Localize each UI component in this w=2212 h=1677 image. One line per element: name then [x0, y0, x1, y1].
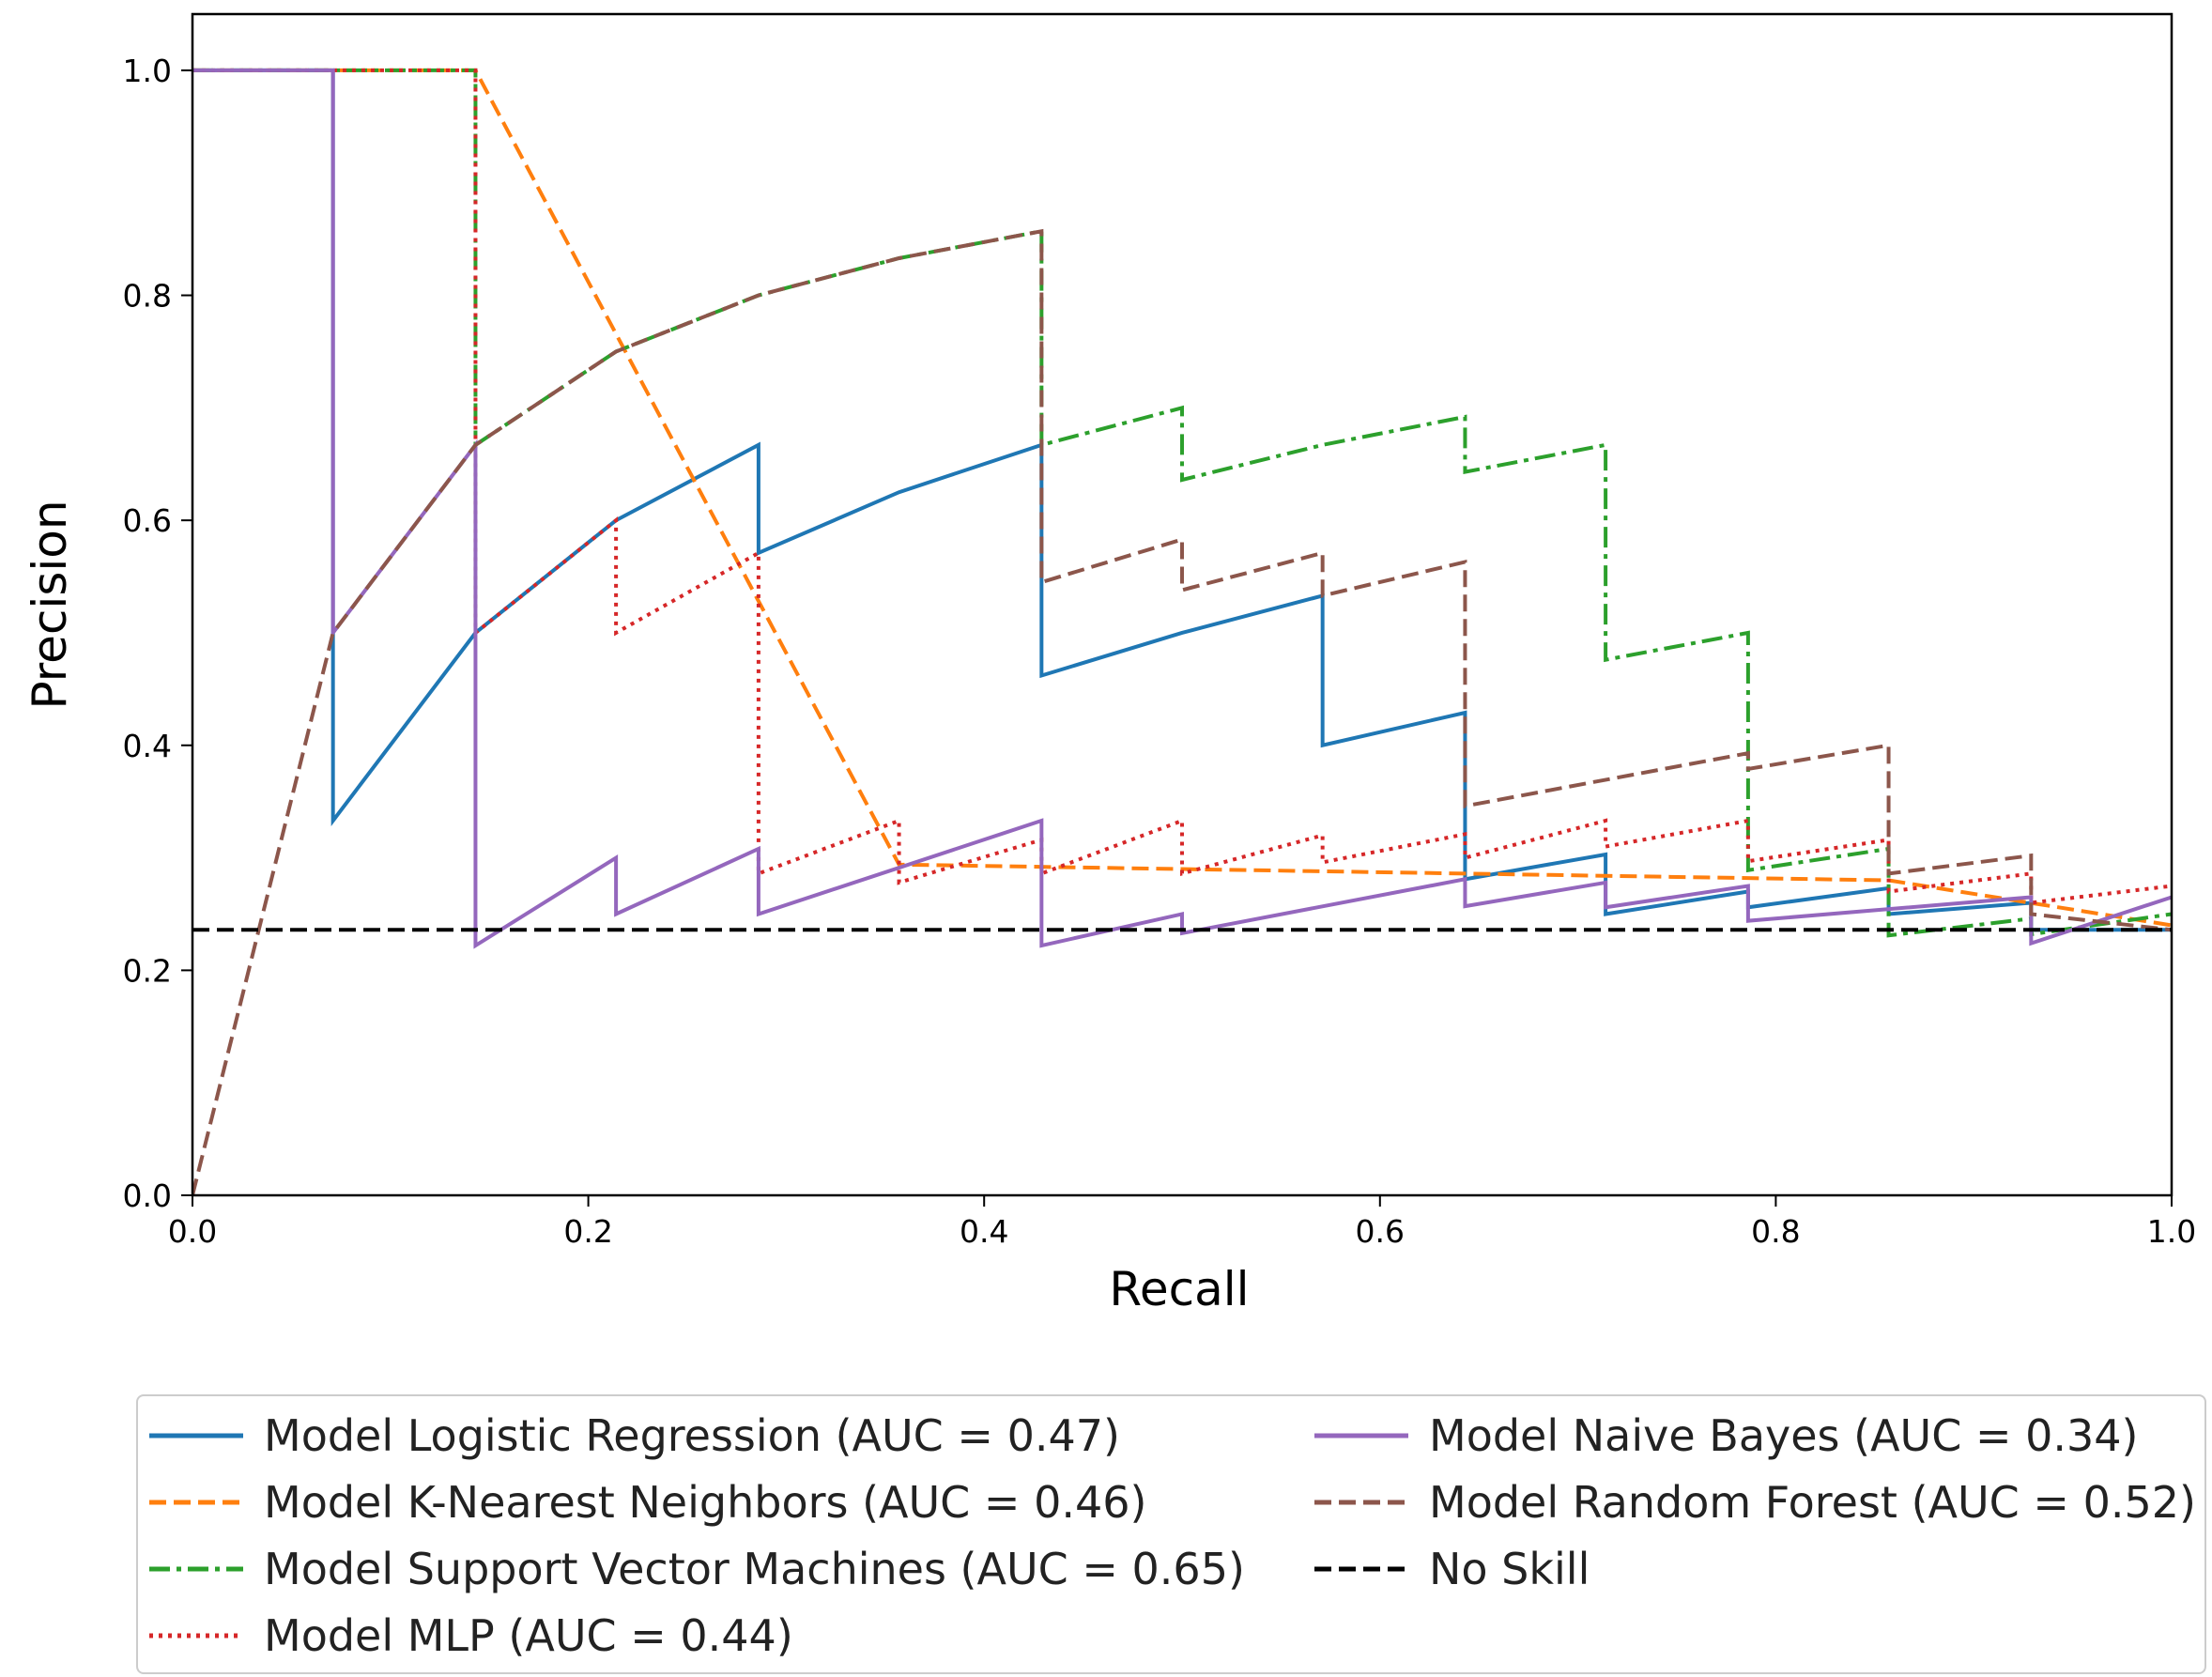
legend-item-knn: Model K-Nearest Neighbors (AUC = 0.46)	[149, 1474, 1146, 1531]
x-tick-label: 0.6	[1356, 1213, 1405, 1250]
legend-label: Model K-Nearest Neighbors (AUC = 0.46)	[264, 1477, 1147, 1528]
legend: Model Logistic Regression (AUC = 0.47) M…	[136, 1394, 2206, 1674]
series-line-model-random-forest-auc-0-52	[192, 228, 2172, 1195]
legend-label: Model MLP (AUC = 0.44)	[264, 1610, 793, 1661]
legend-label: Model Random Forest (AUC = 0.52)	[1429, 1477, 2196, 1528]
legend-label: Model Logistic Regression (AUC = 0.47)	[264, 1410, 1120, 1461]
legend-swatch-knn	[149, 1500, 243, 1505]
legend-swatch-random-forest	[1314, 1500, 1408, 1505]
y-tick-label: 1.0	[123, 53, 172, 89]
x-tick-label: 0.4	[960, 1213, 1008, 1250]
series-line-model-logistic-regression-auc-0-47	[192, 68, 2172, 932]
y-tick-label: 0.0	[123, 1177, 172, 1214]
series-line-model-naive-bayes-auc-0-34	[192, 68, 2172, 949]
legend-swatch-svm	[149, 1566, 243, 1572]
x-tick-label: 0.8	[1751, 1213, 1800, 1250]
x-tick-label: 0.0	[168, 1213, 217, 1250]
axis-ticks: 0.0 0.2 0.4 0.6 0.8 1.0 0.0 0.2 0.4 0.6 0.8 1.0	[123, 53, 2197, 1250]
legend-label: No Skill	[1429, 1544, 1590, 1594]
legend-item-random-forest: Model Random Forest (AUC = 0.52)	[1314, 1474, 2196, 1531]
series-line-model-k-nearest-neighbors-auc-0-46	[192, 68, 2172, 928]
y-tick-label: 0.8	[123, 278, 172, 315]
legend-item-logistic-regression: Model Logistic Regression (AUC = 0.47)	[149, 1408, 1120, 1464]
plot-frame	[191, 12, 2174, 1197]
series-line-model-support-vector-machines-auc-0-65	[192, 68, 2172, 938]
legend-swatch-logistic-regression	[149, 1433, 243, 1439]
y-axis-label: Precision	[23, 500, 77, 709]
series-layer	[192, 68, 2172, 1195]
legend-item-mlp: Model MLP (AUC = 0.44)	[149, 1608, 793, 1664]
legend-item-naive-bayes: Model Naive Bayes (AUC = 0.34)	[1314, 1408, 2138, 1464]
y-tick-label: 0.4	[123, 728, 172, 764]
y-tick-label: 0.6	[123, 502, 172, 539]
legend-swatch-mlp	[149, 1633, 243, 1639]
x-axis-label: Recall	[1109, 1262, 1249, 1316]
precision-recall-chart: 0.0 0.2 0.4 0.6 0.8 1.0 0.0 0.2 0.4 0.6 0.8 1.0 Rec…	[23, 12, 2197, 1316]
legend-swatch-naive-bayes	[1314, 1433, 1408, 1439]
legend-label: Model Support Vector Machines (AUC = 0.6…	[264, 1544, 1245, 1594]
legend-item-no-skill: No Skill	[1314, 1541, 1590, 1597]
x-tick-label: 0.2	[563, 1213, 612, 1250]
x-tick-label: 1.0	[2147, 1213, 2196, 1250]
legend-label: Model Naive Bayes (AUC = 0.34)	[1429, 1410, 2139, 1461]
y-tick-label: 0.2	[123, 952, 172, 989]
series-line-model-mlp-auc-0-44	[192, 68, 2172, 905]
legend-swatch-no-skill	[1314, 1566, 1408, 1572]
legend-item-svm: Model Support Vector Machines (AUC = 0.6…	[149, 1541, 1245, 1597]
